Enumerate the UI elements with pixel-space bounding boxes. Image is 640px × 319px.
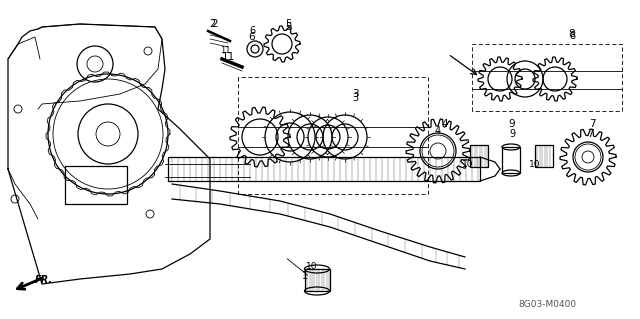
Bar (502, 147, 520, 173)
Text: 10: 10 (462, 160, 474, 169)
Text: 6: 6 (249, 32, 255, 42)
Text: 5: 5 (285, 19, 291, 29)
Text: 10: 10 (529, 160, 541, 169)
Text: 4: 4 (435, 126, 441, 136)
Bar (65, 166, 127, 204)
Bar (305, 269, 330, 291)
Text: FR.: FR. (35, 275, 53, 285)
Text: 6: 6 (249, 26, 255, 36)
Bar (535, 145, 553, 167)
Bar (470, 145, 488, 167)
Text: 10: 10 (307, 262, 317, 271)
Text: 2: 2 (212, 19, 218, 29)
Text: 11: 11 (220, 46, 230, 55)
Text: 4: 4 (442, 119, 448, 129)
Text: 3: 3 (352, 89, 358, 99)
Text: 3: 3 (352, 93, 358, 103)
Bar (168, 157, 480, 181)
Text: 11: 11 (221, 52, 235, 62)
Text: 5: 5 (285, 22, 291, 32)
Text: 8: 8 (569, 31, 575, 41)
Text: 1: 1 (302, 271, 308, 281)
Text: 7: 7 (589, 119, 595, 129)
Text: 7: 7 (587, 129, 593, 139)
Text: 8: 8 (569, 29, 575, 39)
Text: 2: 2 (209, 19, 215, 29)
Text: 8G03-M0400: 8G03-M0400 (518, 300, 576, 309)
Text: 9: 9 (509, 129, 515, 139)
Text: 9: 9 (509, 119, 515, 129)
